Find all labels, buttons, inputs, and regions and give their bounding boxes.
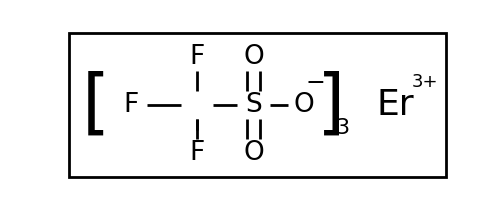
Text: F: F [123, 92, 138, 118]
Text: O: O [242, 140, 263, 166]
Text: O: O [242, 44, 263, 70]
Text: [: [ [82, 71, 110, 140]
Text: Er: Er [376, 88, 413, 122]
Text: F: F [189, 140, 204, 166]
Text: S: S [244, 92, 261, 118]
Text: O: O [293, 92, 314, 118]
Text: 3: 3 [334, 118, 349, 138]
Text: ]: ] [317, 71, 345, 140]
Text: −: − [305, 71, 325, 95]
Text: F: F [189, 44, 204, 70]
Text: 3+: 3+ [411, 73, 438, 91]
